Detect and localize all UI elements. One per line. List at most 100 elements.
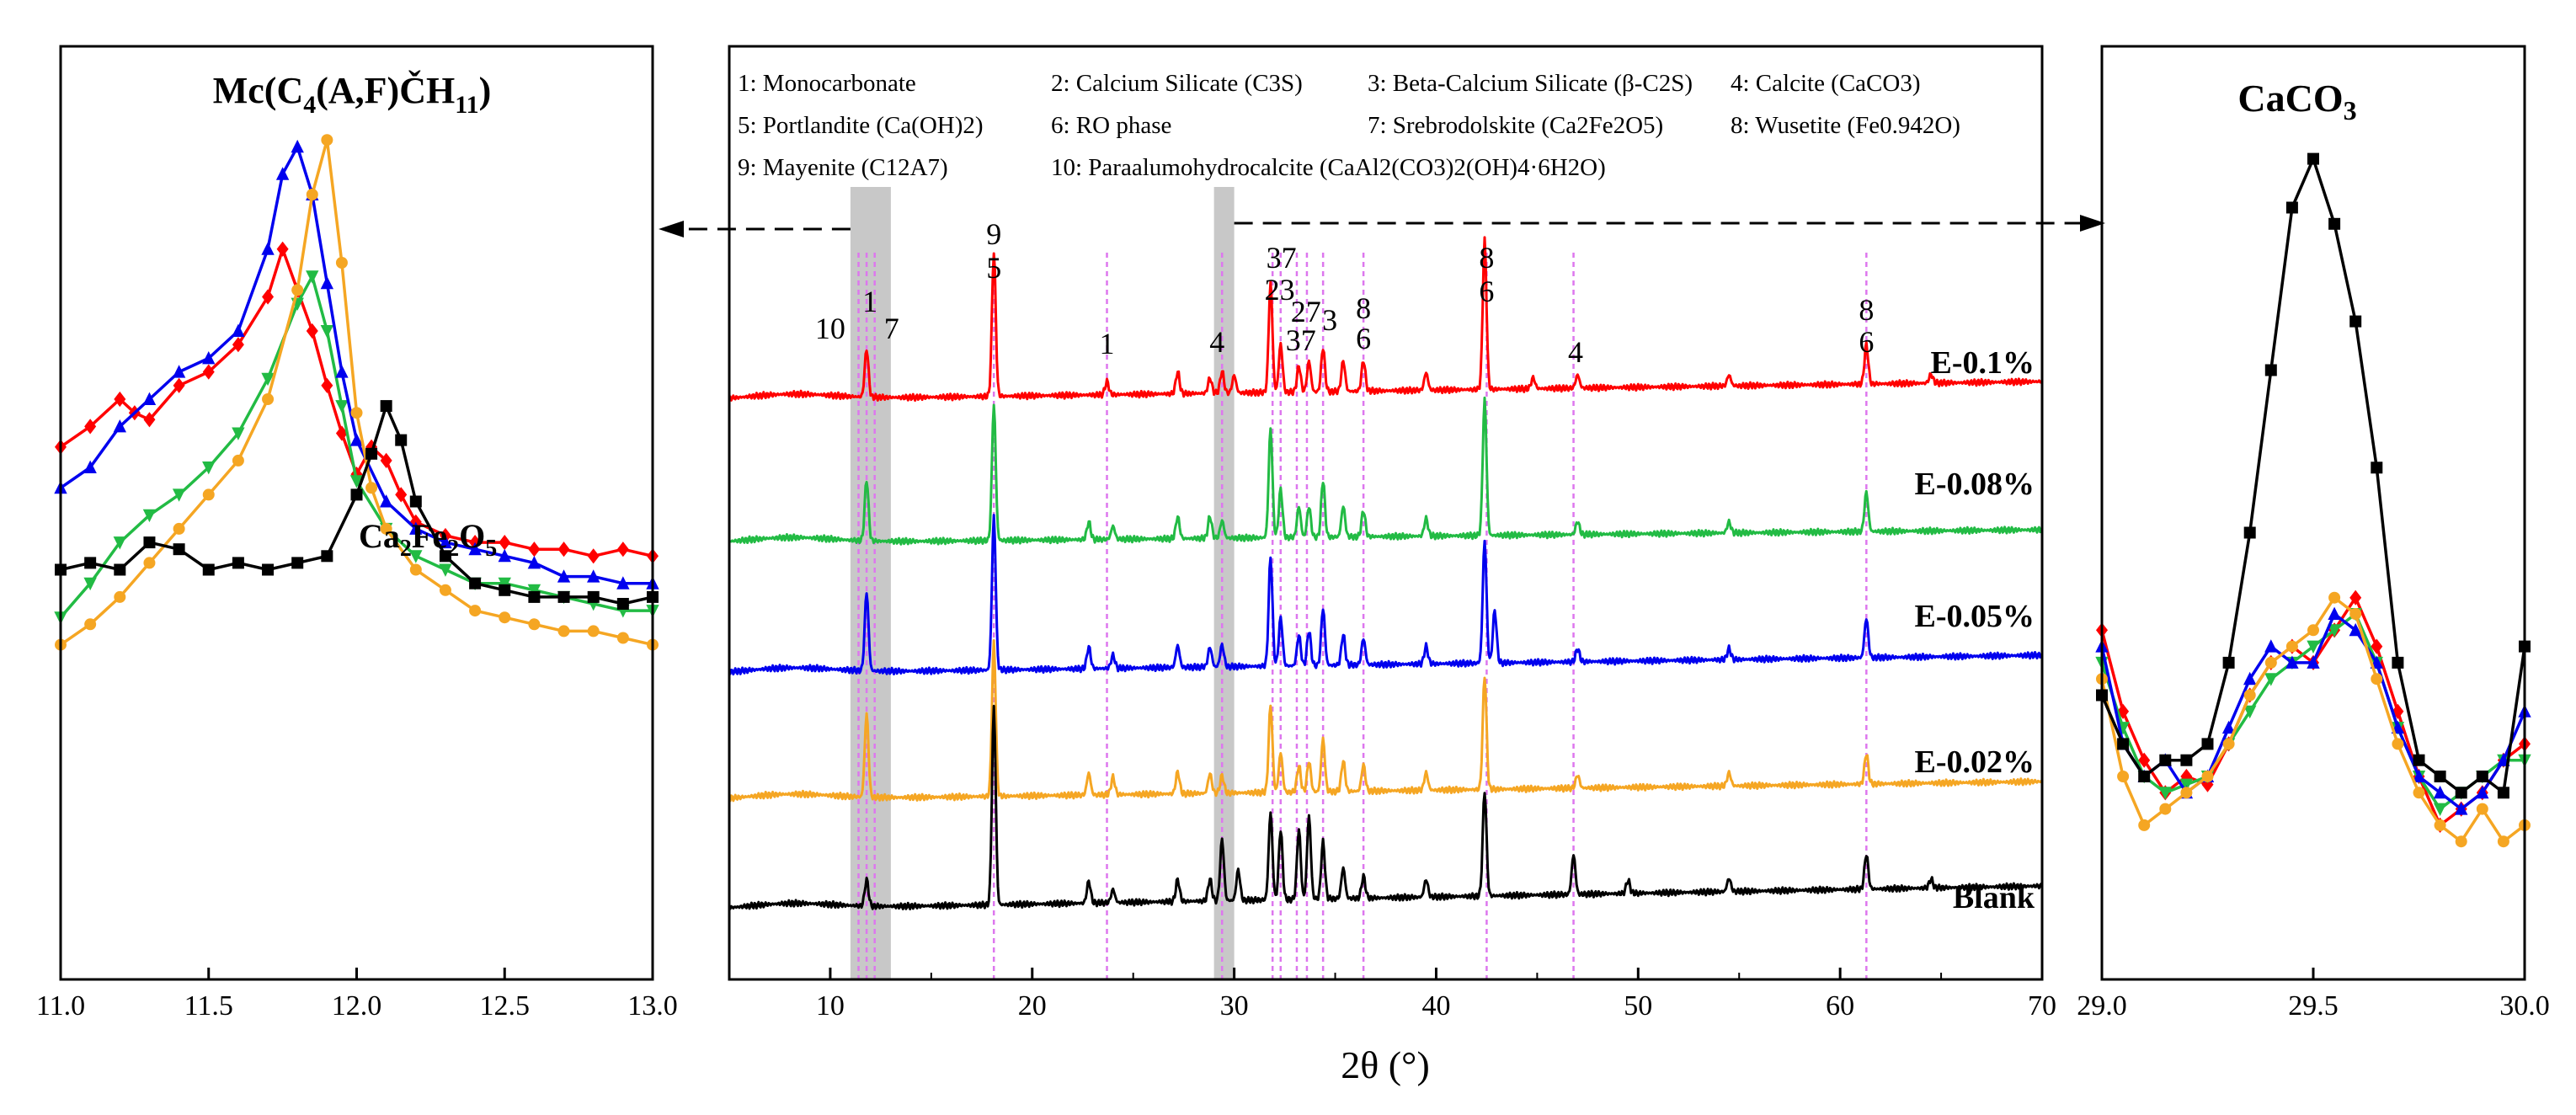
right-point	[2222, 738, 2235, 750]
main-x-axis-label: 2θ (°)	[1341, 1043, 1430, 1086]
right-point	[2307, 152, 2319, 165]
right-point	[2243, 671, 2257, 686]
right-point	[2371, 638, 2383, 654]
right-point	[2243, 526, 2256, 539]
peak-annotation: 8	[1356, 291, 1371, 325]
right-point	[2307, 624, 2319, 637]
left-point	[616, 632, 629, 644]
left-point	[335, 400, 349, 413]
left-point	[439, 535, 452, 549]
left-point	[528, 541, 541, 558]
right-point	[2434, 771, 2446, 782]
legend-entry-10: 10: Paraalumohydrocalcite (CaAl2(CO3)2(O…	[1051, 154, 1606, 181]
right-point	[2285, 640, 2298, 653]
left-point	[232, 337, 244, 353]
left-point	[113, 419, 126, 433]
main-series-line-0	[728, 236, 2044, 402]
right-point	[2243, 689, 2256, 702]
right-point	[2221, 720, 2236, 734]
left-point	[172, 365, 186, 378]
legend-entry-1: 1: Monocarbonate	[738, 70, 916, 97]
right-point	[2433, 785, 2447, 799]
left-point	[275, 167, 290, 180]
left-point	[114, 590, 126, 603]
left-point	[143, 536, 156, 549]
left-point	[616, 541, 629, 558]
left-point	[380, 522, 392, 535]
peak-annotation: 1	[1100, 327, 1115, 360]
right-x-tick-label: 29.5	[2288, 990, 2339, 1022]
left-x-tick-label: 12.5	[480, 990, 531, 1022]
series-label-3: E-0.02%	[1915, 744, 2035, 780]
right-point	[2138, 752, 2151, 768]
left-point	[379, 494, 393, 508]
left-point	[84, 419, 97, 435]
left-point	[232, 323, 245, 337]
left-title: Mc(C4(A,F)ČH11)	[213, 70, 491, 119]
left-point	[439, 563, 452, 577]
left-point	[335, 425, 348, 441]
left-x-tick-label: 11.0	[36, 990, 85, 1022]
legend-entry-9: 9: Mayenite (C12A7)	[738, 154, 948, 181]
left-point	[172, 488, 186, 502]
legend-entry-7: 7: Srebrodolskite (Ca2Fe2O5)	[1368, 112, 1663, 139]
left-point	[498, 577, 511, 591]
left-point	[349, 475, 364, 488]
right-point	[2179, 778, 2194, 792]
main-series-line-2	[728, 514, 2044, 676]
series-label-4: Blank	[1953, 880, 2035, 915]
main-x-tick-label: 50	[1624, 990, 1652, 1022]
series-lines	[54, 134, 2531, 910]
left-point	[380, 452, 392, 468]
shaded-region-0	[850, 187, 891, 979]
left-point	[276, 241, 289, 257]
left-point	[335, 365, 349, 378]
peak-annotation: 10	[815, 312, 845, 345]
right-point	[2201, 776, 2214, 792]
right-point	[2264, 673, 2278, 686]
left-point	[262, 393, 275, 405]
right-point	[2138, 771, 2151, 782]
right-point	[2392, 656, 2404, 669]
legend-entry-4: 4: Calcite (CaCO3)	[1731, 70, 1921, 97]
left-point	[114, 391, 126, 408]
peak-annotation: 37	[1286, 323, 1316, 357]
series-label-1: E-0.08%	[1915, 467, 2035, 502]
left-point	[202, 488, 215, 501]
series-label-0: E-0.1%	[1931, 345, 2035, 381]
left-point	[527, 556, 541, 569]
peak-annotation: 7	[884, 312, 899, 345]
left-point	[113, 536, 126, 550]
left-point	[83, 460, 97, 473]
right-point	[2392, 738, 2404, 750]
left-point	[173, 377, 185, 393]
main-x-tick-label: 20	[1018, 990, 1047, 1022]
right-point	[2138, 819, 2151, 831]
right-point	[2328, 591, 2341, 604]
right-point	[2328, 624, 2341, 638]
right-point	[2497, 787, 2509, 799]
right-point	[2159, 754, 2172, 766]
peak-annotation: 8	[1479, 241, 1494, 275]
left-point	[557, 541, 570, 558]
left-point	[232, 427, 245, 440]
left-point	[469, 577, 482, 590]
left-point	[499, 584, 511, 596]
peak-annotation: 8	[1859, 293, 1874, 327]
left-x-tick-label: 11.5	[184, 990, 233, 1022]
left-point	[202, 461, 216, 475]
right-point	[2117, 738, 2130, 750]
right-point	[2158, 787, 2172, 800]
left-point	[202, 364, 215, 380]
left-point	[306, 189, 318, 200]
left-point	[291, 139, 304, 153]
left-point	[439, 584, 451, 596]
left-point	[291, 284, 304, 296]
right-x-tick-label: 29.0	[2077, 990, 2127, 1022]
right-point	[2433, 803, 2447, 816]
left-point	[173, 543, 185, 556]
peak-annotation: 27	[1291, 295, 1321, 328]
left-point	[587, 625, 600, 638]
right-point	[2328, 606, 2341, 620]
